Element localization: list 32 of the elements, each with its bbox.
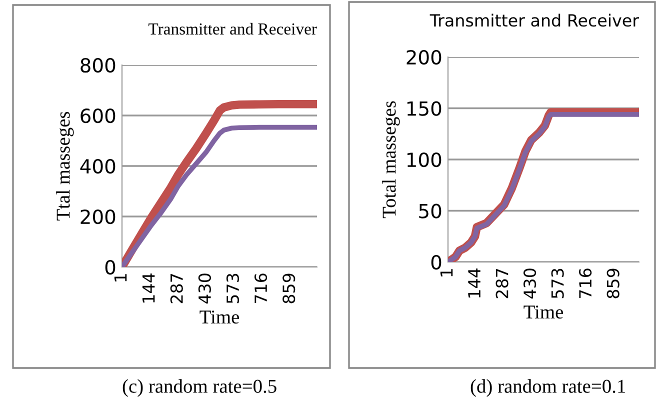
x-tick-label: 144 (142, 273, 155, 303)
y-tick-label: 100 (407, 152, 442, 168)
x-tick-label: 716 (579, 268, 592, 298)
x-tick-label: 859 (282, 274, 296, 304)
y-tick-label: 50 (419, 204, 442, 218)
x-tick-label: 287 (170, 274, 183, 304)
y-tick-label: 0 (105, 260, 116, 275)
text: (c) random rate=0.5 (122, 379, 276, 397)
x-tick-label: 573 (226, 274, 240, 304)
x-tick-label: 716 (254, 274, 268, 303)
chart-title: Transmitter and Receiver (148, 22, 317, 35)
y-tick-label: 800 (80, 58, 116, 73)
text: (d) random rate=0.1 (470, 379, 626, 397)
x-tick-label: 144 (468, 268, 480, 298)
x-tick-label: 430 (198, 274, 211, 304)
y-tick-label: 0 (431, 254, 442, 270)
y-tick-label: 600 (80, 108, 116, 124)
x-tick-label: 859 (606, 268, 620, 298)
x-tick-label: 1 (114, 274, 127, 282)
x-axis-title: Time (524, 306, 564, 319)
x-tick-label: 1 (440, 269, 453, 276)
y-tick-label: 200 (406, 50, 442, 65)
chart-title: Transmitter and Receiver (430, 14, 639, 27)
y-tick-label: 200 (80, 209, 116, 224)
y-tick-label: 150 (407, 101, 442, 116)
x-tick-label: 287 (496, 268, 508, 298)
x-axis-title: Time (200, 310, 240, 324)
x-tick-label: 573 (551, 268, 564, 298)
y-tick-label: 400 (80, 158, 116, 174)
y-axis-title: Ttal masseges (56, 112, 74, 220)
x-tick-label: 430 (524, 268, 536, 299)
y-axis-title: Total masseges (382, 101, 400, 218)
